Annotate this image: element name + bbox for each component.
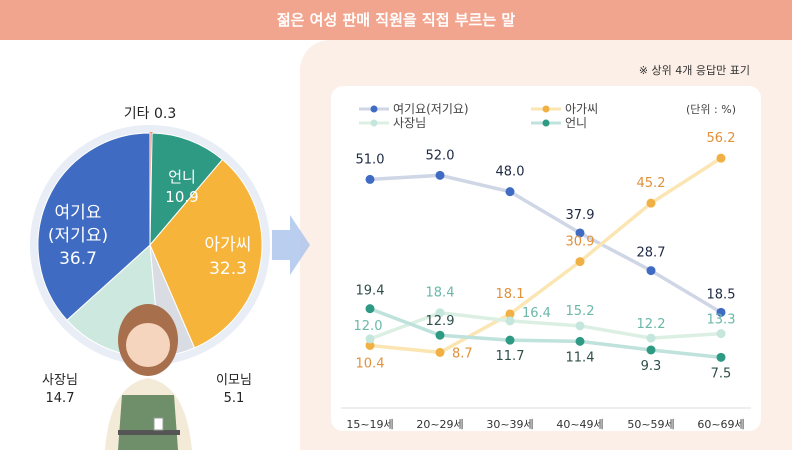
legend-marker <box>370 105 378 113</box>
data-point <box>505 187 515 197</box>
data-point <box>435 330 445 340</box>
legend-label: 아가씨 <box>565 102 598 116</box>
legend-marker <box>370 119 378 127</box>
pie-slice <box>149 132 224 247</box>
pie-label: 아가씨 <box>205 235 252 255</box>
line-chart-card: 15~19세 20~29세 30~39세 40~49세 50~59세 60~69세 여기요(… <box>331 86 761 431</box>
data-label: 11.7 <box>496 349 525 364</box>
tray <box>118 430 180 435</box>
apron <box>118 395 178 450</box>
data-point <box>716 352 726 362</box>
data-label: 12.2 <box>637 317 666 332</box>
line-chart: 15~19세 20~29세 30~39세 40~49세 50~59세 60~69세 여기요(… <box>341 102 751 431</box>
legend-label: 여기요(저기요) <box>393 102 469 116</box>
data-label: 52.0 <box>426 148 455 163</box>
pie-label: 32.3 <box>209 259 247 279</box>
x-tick-label: 15~19세 <box>346 418 393 431</box>
arrow-icon <box>272 215 310 275</box>
data-label: 15.2 <box>566 304 595 319</box>
data-label: 51.0 <box>356 152 385 167</box>
series-line <box>369 310 722 341</box>
face <box>126 323 170 367</box>
x-tick-label: 30~39세 <box>486 418 533 431</box>
data-point <box>575 336 585 346</box>
pie-label: 36.7 <box>59 249 97 269</box>
data-point <box>365 304 375 314</box>
legend-marker <box>542 119 550 127</box>
data-label: 37.9 <box>566 208 595 223</box>
data-label: 9.3 <box>641 359 662 374</box>
data-point <box>575 257 585 267</box>
pie-label: 여기요 <box>55 203 102 223</box>
data-label: 19.4 <box>356 284 385 299</box>
x-tick-label: 20~29세 <box>416 418 463 431</box>
data-point <box>505 309 515 319</box>
data-label: 45.2 <box>637 176 666 191</box>
data-point <box>646 345 656 355</box>
data-label: 11.4 <box>566 350 595 365</box>
data-point <box>575 321 585 331</box>
woman-illustration <box>105 304 192 450</box>
data-point <box>505 335 515 345</box>
cup <box>153 417 164 431</box>
data-point <box>505 316 515 326</box>
series-line <box>369 156 722 355</box>
data-point <box>365 340 375 350</box>
data-point <box>646 198 656 208</box>
note: ※ 상위 4개 응답만 표기 <box>638 64 750 77</box>
pie-label: (저기요) <box>48 226 108 246</box>
pie-label: 사장님 <box>42 373 78 388</box>
data-label: 18.4 <box>426 286 455 301</box>
data-point <box>646 333 656 343</box>
data-point <box>435 308 445 318</box>
pie-label: 14.7 <box>46 391 75 406</box>
data-point <box>575 228 585 238</box>
data-point <box>716 153 726 163</box>
data-label: 13.3 <box>707 313 736 328</box>
pie-label: 언니 <box>168 168 196 186</box>
legend-marker <box>542 105 550 113</box>
data-label: 8.7 <box>452 346 473 361</box>
data-label: 7.5 <box>711 366 732 381</box>
pie-slice <box>37 132 151 321</box>
data-point <box>716 329 726 339</box>
data-label: 48.0 <box>496 165 525 180</box>
legend-label: 언니 <box>565 116 587 130</box>
data-label: 18.5 <box>707 287 736 302</box>
line-chart-panel: ※ 상위 4개 응답만 표기 15~19세 20~29세 30~39세 40~49세 5… <box>300 40 792 450</box>
data-label: 12.0 <box>354 319 383 334</box>
pie-label: 10.9 <box>165 188 198 206</box>
pie-slice <box>149 158 263 349</box>
series-line <box>369 173 722 314</box>
unit-label: (단위 : %) <box>686 103 736 116</box>
data-point <box>365 334 375 344</box>
pie-label: 기타 0.3 <box>124 106 176 122</box>
title-banner: 젊은 여성 판매 직원을 직접 부르는 말 <box>0 0 792 40</box>
data-point <box>435 170 445 180</box>
data-label: 10.4 <box>356 356 385 371</box>
data-point <box>365 174 375 184</box>
pie-chart: 기타 0.3 언니 10.9 아가씨 32.3 이모님 5.1 사장님 14.7 여기요 (저기요)… <box>30 106 270 450</box>
x-tick-label: 50~59세 <box>627 418 674 431</box>
pie-label: 5.1 <box>224 391 245 406</box>
data-point <box>435 347 445 357</box>
data-label: 16.4 <box>522 306 551 321</box>
data-label: 30.9 <box>566 235 595 250</box>
data-point <box>646 266 656 276</box>
series-line <box>369 307 722 360</box>
legend-label: 사장님 <box>393 116 426 130</box>
pie-label: 이모님 <box>216 373 252 388</box>
x-tick-label: 60~69세 <box>697 418 744 431</box>
data-label: 28.7 <box>637 246 666 261</box>
data-label: 18.1 <box>496 287 525 302</box>
x-tick-label: 40~49세 <box>556 418 603 431</box>
data-label: 12.9 <box>426 314 455 329</box>
data-point <box>716 307 726 317</box>
data-label: 56.2 <box>707 131 736 146</box>
